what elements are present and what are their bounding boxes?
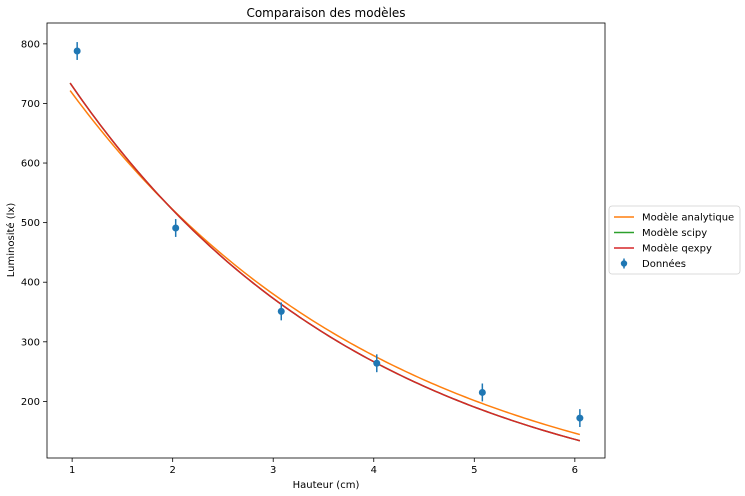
legend-label: Modèle analytique: [642, 212, 734, 224]
data-point: [478, 388, 486, 396]
x-tick-label: 4: [371, 465, 377, 476]
legend-label: Modèle scipy: [642, 227, 707, 239]
series-line-1: [69, 90, 581, 436]
series-line-3: [69, 82, 581, 442]
y-tick-label: 600: [21, 159, 40, 170]
x-tick-label: 2: [169, 465, 175, 476]
data-point: [73, 47, 81, 55]
x-tick-label: 1: [69, 465, 75, 476]
data-point: [576, 414, 584, 422]
plot-frame: [46, 22, 606, 459]
y-tick-label: 400: [21, 278, 40, 289]
data-point: [277, 307, 285, 315]
legend-label: Données: [642, 258, 686, 270]
x-axis-ticks: 1 2 3 4 5 6: [69, 458, 578, 476]
y-axis-label: Luminosité (lx): [5, 203, 17, 278]
plot-area: [46, 22, 606, 459]
legend-label: Modèle qexpy: [642, 243, 712, 255]
legend: Modèle analytique Modèle scipy Modèle qexp…: [608, 205, 741, 275]
model-curves: [69, 82, 581, 442]
data-point: [172, 224, 180, 232]
y-tick-label: 700: [21, 99, 40, 110]
x-tick-label: 3: [270, 465, 276, 476]
legend-box: [608, 205, 741, 275]
x-tick-label: 5: [471, 465, 477, 476]
legend-swatch: [620, 260, 628, 267]
y-tick-label: 200: [21, 397, 40, 408]
chart-title: Comparaison des modèles: [246, 6, 405, 20]
data-point: [373, 359, 381, 367]
y-axis-ticks: 200 300 400 500 600 700 800: [21, 39, 47, 408]
series-line-2: [69, 82, 581, 442]
y-tick-label: 300: [21, 337, 40, 348]
x-tick-label: 6: [572, 465, 578, 476]
y-tick-label: 800: [21, 39, 40, 50]
data-points: [73, 42, 584, 428]
y-tick-label: 500: [21, 218, 40, 229]
x-axis-label: Hauteur (cm): [293, 480, 360, 491]
